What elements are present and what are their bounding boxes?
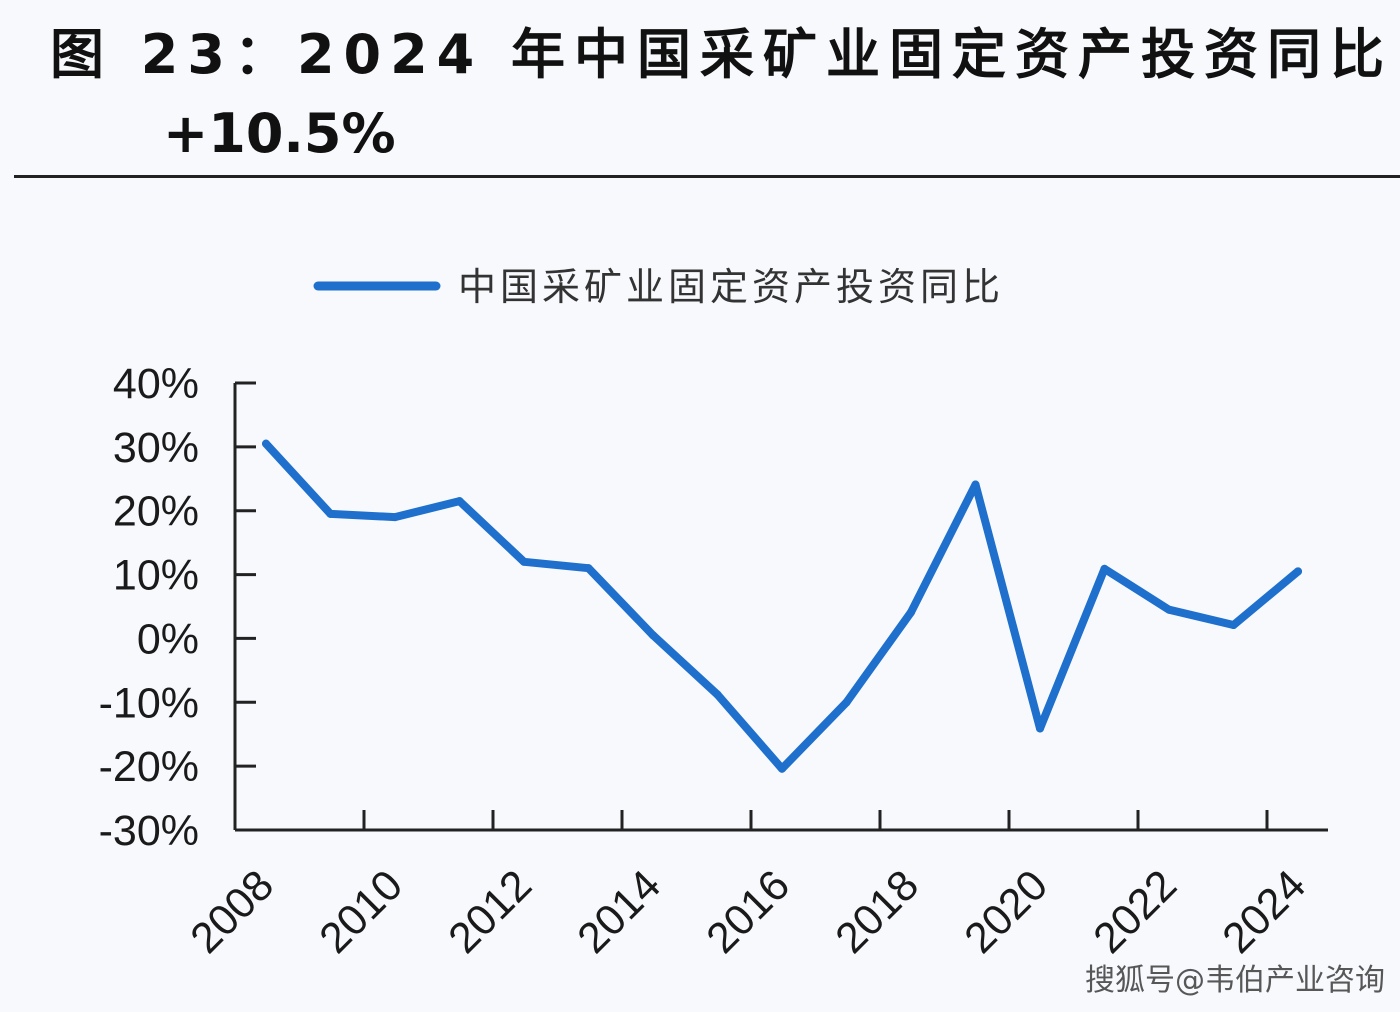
data-point — [1294, 567, 1302, 576]
legend: 中国采矿业固定资产投资同比 — [313, 265, 1004, 309]
x-tick-label: 2018 — [826, 861, 928, 963]
data-point — [584, 564, 593, 573]
chart-title-line2: +10.5% — [163, 102, 396, 165]
data-point — [713, 690, 722, 699]
y-tick-label: 0% — [137, 615, 199, 663]
x-tick-label: 2014 — [568, 861, 670, 963]
x-tick-label: 2016 — [697, 861, 799, 963]
y-tick-label: -20% — [99, 743, 199, 791]
legend-label: 中国采矿业固定资产投资同比 — [458, 265, 1004, 309]
data-point — [520, 557, 528, 566]
data-point — [649, 631, 657, 640]
data-point — [1036, 724, 1044, 733]
series-line — [262, 439, 1302, 773]
data-point — [1100, 564, 1109, 573]
x-tick-label: 2012 — [439, 861, 541, 963]
y-tick-label: 30% — [113, 424, 199, 472]
data-point — [262, 439, 270, 448]
x-tick-label: 2020 — [955, 861, 1057, 963]
data-point — [326, 509, 335, 518]
data-point — [1229, 621, 1238, 630]
x-tick-label: 2010 — [310, 861, 412, 963]
y-tick-label: -10% — [99, 679, 199, 727]
data-point — [391, 513, 399, 522]
x-tick-label: 2022 — [1084, 861, 1186, 963]
data-point — [1165, 605, 1173, 614]
data-point — [907, 608, 915, 617]
y-tick-label: 40% — [113, 360, 199, 408]
y-tick-label: 10% — [113, 552, 199, 600]
x-tick-label: 2024 — [1213, 861, 1315, 963]
title-divider — [14, 175, 1400, 178]
chart-title-line1: 图 23：2024 年中国采矿业固定资产投资同比 — [50, 23, 1394, 86]
watermark-text: 搜狐号@韦伯产业咨询 — [1085, 963, 1385, 998]
y-tick-label: -30% — [99, 807, 199, 855]
data-point — [971, 480, 980, 489]
axes: 40% 30% 20% 10% 0% -10% -20% -30% 2008 2010 2012 20… — [99, 360, 1328, 963]
data-point — [842, 698, 851, 707]
data-point — [455, 497, 464, 506]
plot-area — [262, 439, 1302, 773]
y-tick-label: 20% — [113, 488, 199, 536]
x-tick-label: 2008 — [181, 861, 283, 963]
data-point — [778, 764, 786, 773]
